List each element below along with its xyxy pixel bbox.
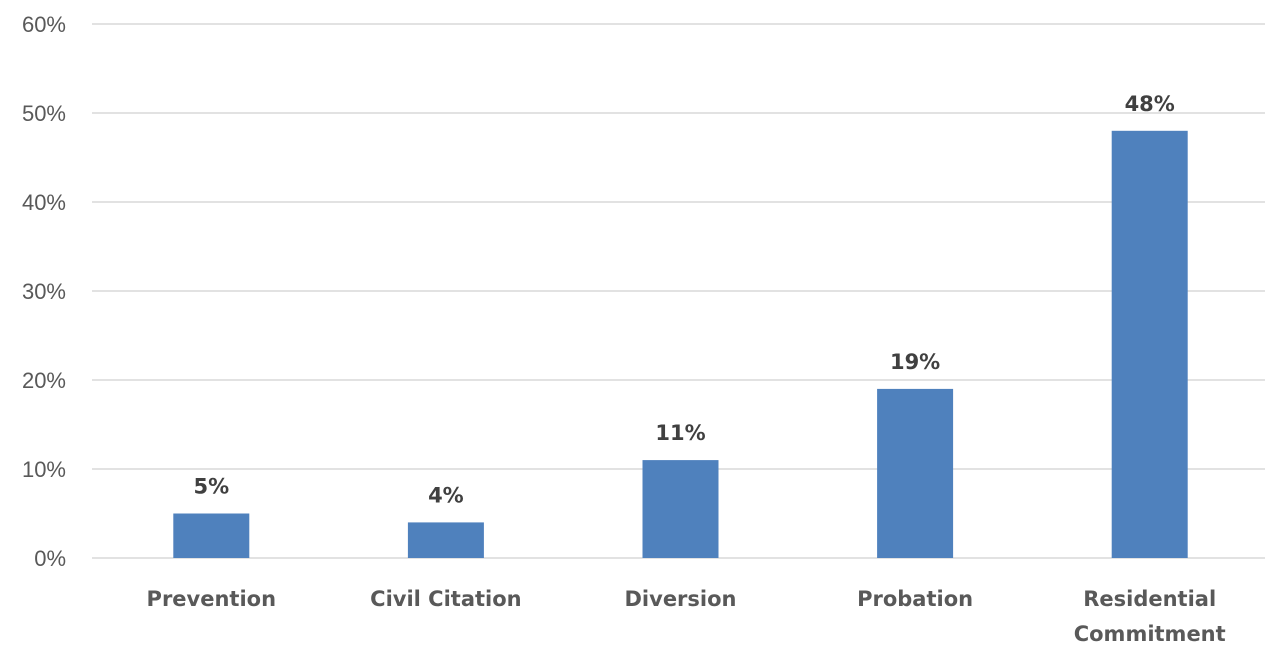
x-tick-label: Residential Commitment — [1074, 587, 1226, 646]
data-label: 4% — [428, 483, 464, 507]
y-tick-label: 30% — [22, 279, 66, 304]
data-label: 11% — [655, 421, 705, 445]
x-tick-label: Diversion — [625, 587, 737, 611]
y-tick-label: 20% — [22, 368, 66, 393]
x-tick-label-line: Residential — [1083, 587, 1216, 611]
x-tick-label-line: Prevention — [147, 587, 277, 611]
data-labels: 5% 4% 11% 19% 48% — [193, 92, 1174, 508]
bar — [642, 460, 719, 558]
y-tick-label: 60% — [22, 12, 66, 37]
y-tick-label: 50% — [22, 101, 66, 126]
y-axis-tick-labels: 0% 10% 20% 30% 40% 50% 60% — [22, 12, 66, 571]
x-tick-label-line: Diversion — [625, 587, 737, 611]
x-tick-label-line: Civil Citation — [370, 587, 521, 611]
data-label: 48% — [1125, 92, 1175, 116]
data-label: 5% — [193, 475, 229, 499]
bar — [173, 513, 250, 558]
y-tick-label: 0% — [34, 546, 66, 571]
x-axis-tick-labels: Prevention Civil Citation Diversion Probati… — [147, 587, 1226, 646]
bar — [407, 522, 484, 558]
x-tick-label-line: Commitment — [1074, 622, 1226, 646]
bar — [877, 388, 954, 558]
x-tick-label: Prevention — [147, 587, 277, 611]
bars — [173, 130, 1188, 559]
data-label: 19% — [890, 350, 940, 374]
gridlines — [92, 23, 1265, 559]
x-tick-label: Civil Citation — [370, 587, 521, 611]
y-tick-label: 10% — [22, 457, 66, 482]
bar — [1111, 130, 1188, 559]
y-tick-label: 40% — [22, 190, 66, 215]
x-tick-label: Probation — [857, 587, 973, 611]
x-tick-label-line: Probation — [857, 587, 973, 611]
